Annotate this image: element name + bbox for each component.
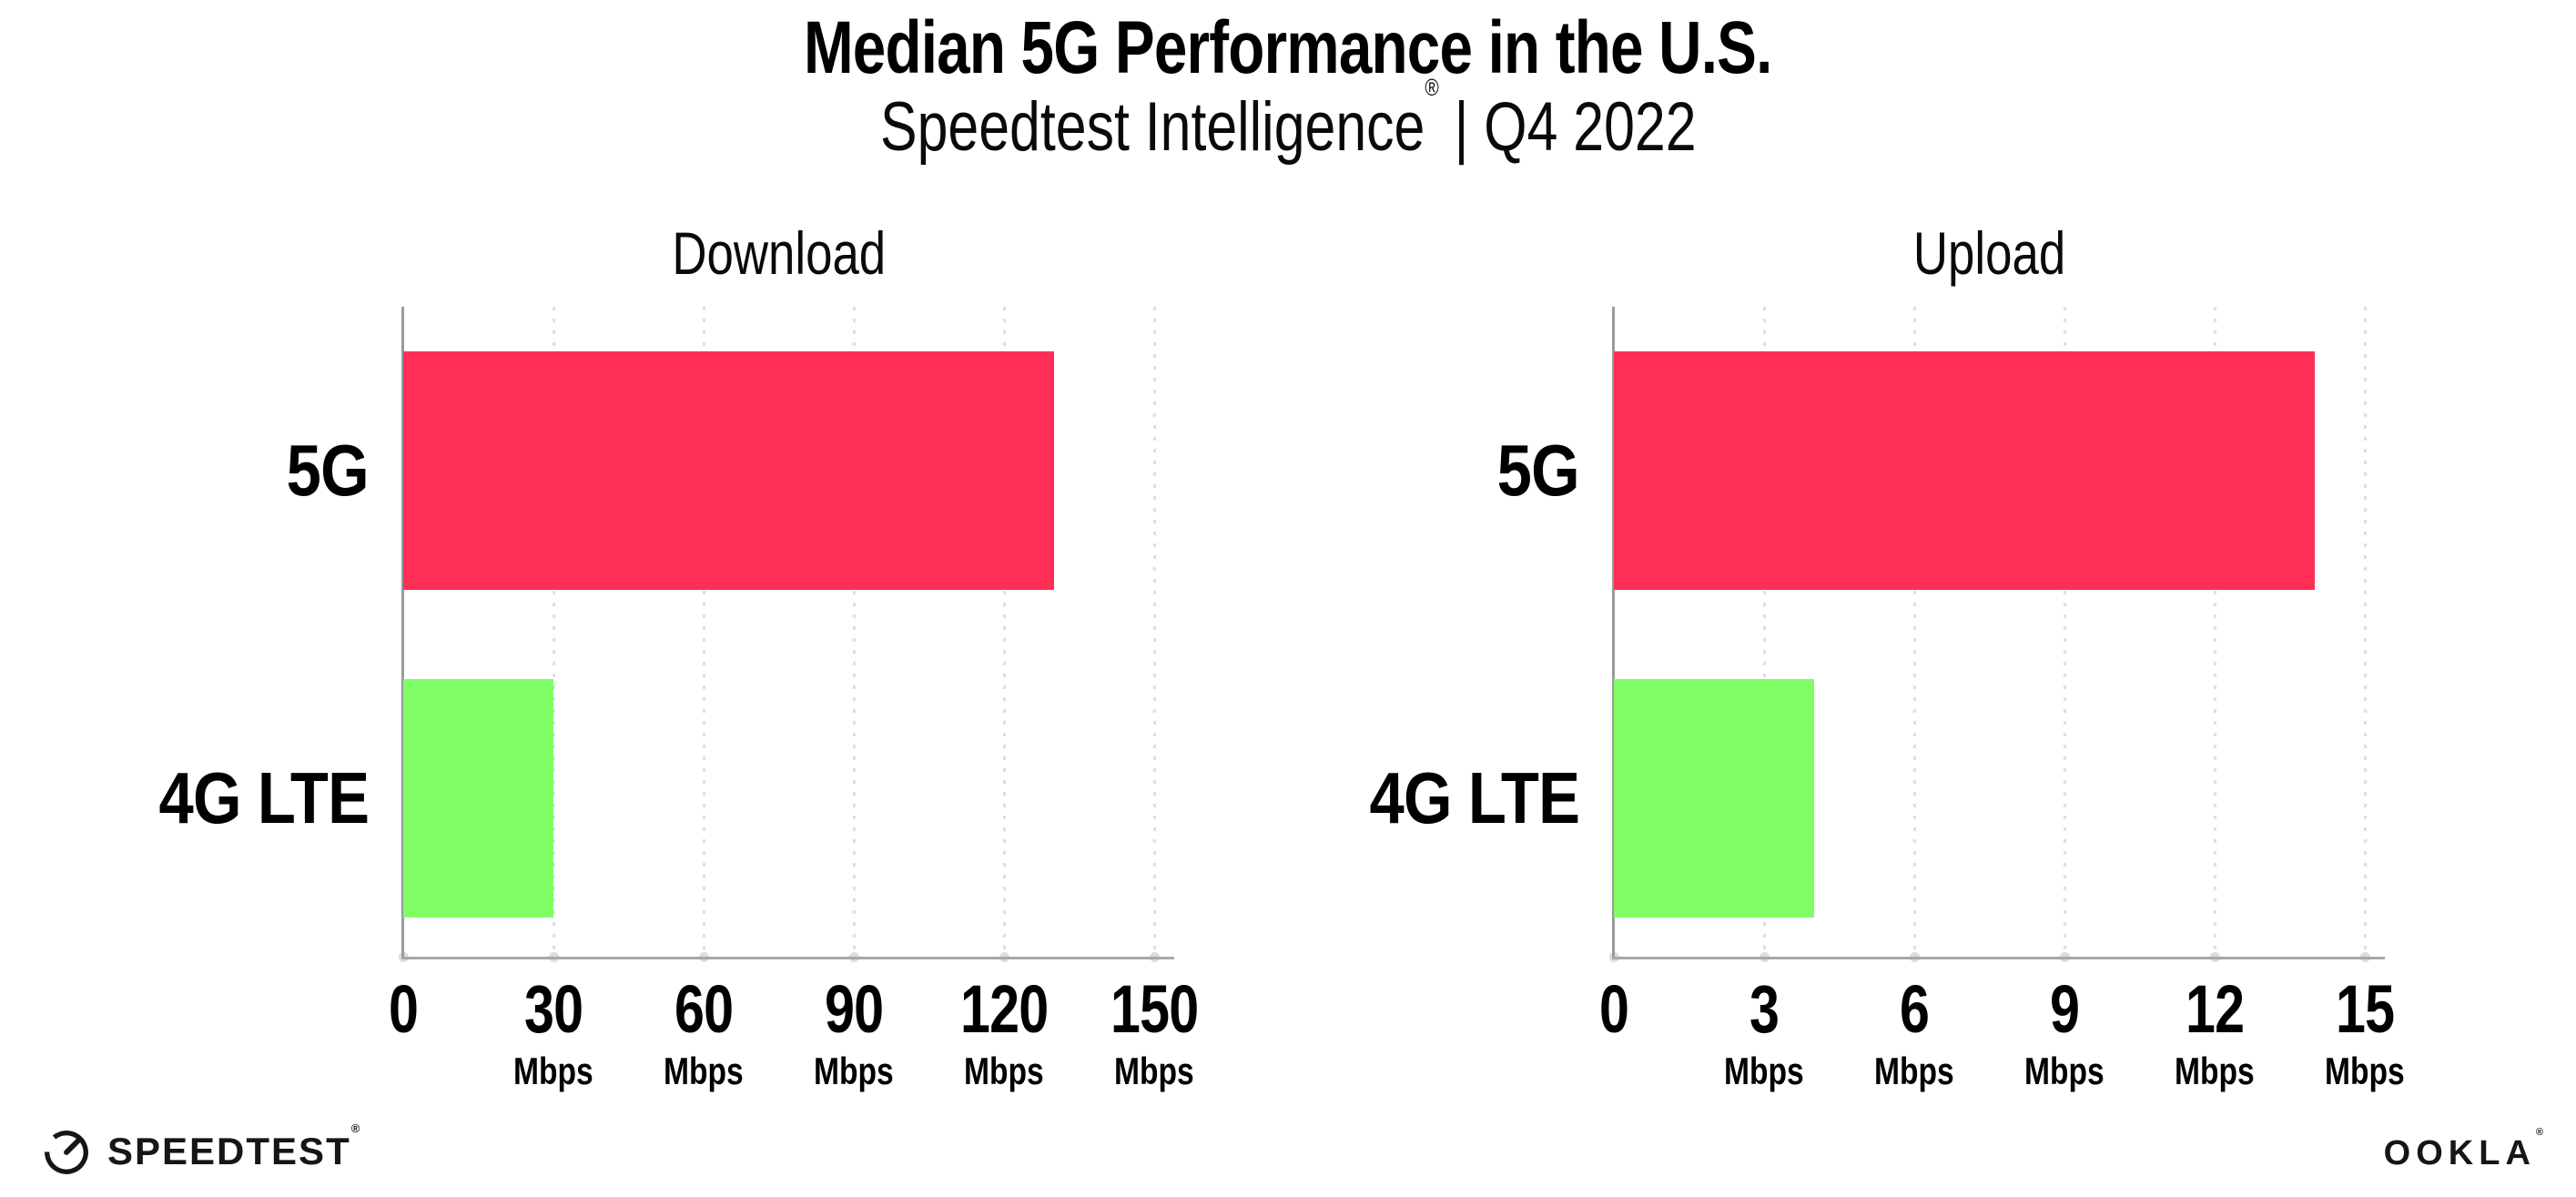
gridline bbox=[553, 307, 555, 957]
x-tick-unit-label: Mbps bbox=[1778, 1052, 2051, 1090]
x-tick-unit-label: Mbps bbox=[567, 1052, 840, 1090]
x-tick-label: 3 bbox=[1628, 976, 1901, 1043]
x-tick-label-text: 12 bbox=[2185, 971, 2245, 1047]
subtitle-brand: Speedtest Intelligence bbox=[879, 88, 1425, 166]
x-tick-label: 30 bbox=[417, 976, 690, 1043]
page-subtitle-text: Speedtest Intelligence® | Q4 2022 bbox=[879, 74, 1697, 167]
gridline bbox=[2064, 307, 2066, 957]
x-tick-unit-text: Mbps bbox=[2325, 1050, 2405, 1092]
speedtest-wordmark-text: SPEEDTEST bbox=[107, 1130, 351, 1172]
speedtest-registered-icon: ® bbox=[350, 1121, 360, 1135]
ookla-wordmark-text: OOKLA bbox=[2383, 1134, 2536, 1172]
x-tick-label: 6 bbox=[1778, 976, 2051, 1043]
bar-4g-lte bbox=[403, 679, 553, 918]
x-tick-label: 9 bbox=[1928, 976, 2201, 1043]
category-label-text: 4G LTE bbox=[158, 757, 369, 838]
category-label-text: 4G LTE bbox=[1369, 757, 1579, 838]
chart-title: Upload bbox=[1614, 218, 2365, 288]
download-chart: Download 5G 4G LTE 0 30 Mbps 60 Mbps 90 Mbps 120 Mb… bbox=[0, 218, 1288, 1129]
x-axis-line bbox=[401, 957, 1174, 959]
x-tick-unit-label: Mbps bbox=[2228, 1052, 2501, 1090]
x-tick-unit-text: Mbps bbox=[1724, 1050, 1804, 1092]
x-tick-label: 0 bbox=[267, 976, 540, 1043]
x-tick-label-text: 15 bbox=[2335, 971, 2395, 1047]
bar-4g-lte bbox=[1614, 679, 1814, 918]
speedtest-gauge-icon bbox=[45, 1131, 88, 1174]
page-subtitle: Speedtest Intelligence® | Q4 2022 bbox=[0, 74, 2576, 167]
gridline bbox=[2364, 307, 2367, 957]
x-tick-label-text: 30 bbox=[523, 971, 583, 1047]
x-tick-label: 0 bbox=[1477, 976, 1750, 1043]
x-tick-label: 90 bbox=[717, 976, 990, 1043]
ookla-logo: OOKLA® bbox=[2383, 1127, 2543, 1173]
x-tick-label: 60 bbox=[567, 976, 840, 1043]
page-title: Median 5G Performance in the U.S. bbox=[0, 5, 2576, 91]
x-axis-line bbox=[1612, 957, 2385, 959]
page-title-text: Median 5G Performance in the U.S. bbox=[804, 6, 1772, 89]
x-tick-unit-label: Mbps bbox=[1018, 1052, 1291, 1090]
category-label-text: 5G bbox=[286, 430, 370, 511]
x-tick-unit-text: Mbps bbox=[2024, 1050, 2104, 1092]
speedtest-logo: SPEEDTEST® bbox=[40, 1121, 360, 1180]
category-label: 5G bbox=[0, 430, 370, 511]
x-tick-unit-label: Mbps bbox=[867, 1052, 1141, 1090]
chart-title: Download bbox=[403, 218, 1154, 288]
bar-5g bbox=[403, 351, 1054, 590]
x-tick-unit-text: Mbps bbox=[1874, 1050, 1954, 1092]
ookla-registered-icon: ® bbox=[2535, 1127, 2543, 1139]
bar-5g bbox=[1614, 351, 2315, 590]
x-tick-label-text: 60 bbox=[674, 971, 734, 1047]
gridline bbox=[1763, 307, 1766, 957]
chart-title-text: Download bbox=[672, 219, 886, 287]
x-tick-unit-text: Mbps bbox=[1114, 1050, 1194, 1092]
x-tick-unit-label: Mbps bbox=[1928, 1052, 2201, 1090]
gridline bbox=[1003, 307, 1006, 957]
x-tick-label-text: 9 bbox=[2049, 971, 2080, 1047]
chart-title-text: Upload bbox=[1912, 219, 2066, 287]
x-tick-label-text: 90 bbox=[824, 971, 884, 1047]
x-tick-unit-text: Mbps bbox=[513, 1050, 593, 1092]
x-tick-unit-label: Mbps bbox=[717, 1052, 990, 1090]
x-tick-label-text: 3 bbox=[1749, 971, 1780, 1047]
y-axis-spine bbox=[1612, 307, 1615, 959]
x-tick-unit-text: Mbps bbox=[2175, 1050, 2255, 1092]
gridline bbox=[1913, 307, 1916, 957]
x-tick-unit-text: Mbps bbox=[964, 1050, 1044, 1092]
x-tick-unit-text: Mbps bbox=[664, 1050, 744, 1092]
x-tick-unit-label: Mbps bbox=[1628, 1052, 1901, 1090]
x-tick-label-text: 120 bbox=[959, 971, 1049, 1047]
x-tick-unit-label: Mbps bbox=[2078, 1052, 2351, 1090]
category-label: 4G LTE bbox=[1211, 762, 1579, 835]
category-label: 5G bbox=[1211, 430, 1580, 511]
x-tick-label-text: 0 bbox=[388, 971, 419, 1047]
x-tick-label: 120 bbox=[867, 976, 1141, 1043]
subtitle-period: | Q4 2022 bbox=[1438, 88, 1697, 166]
gridline bbox=[2214, 307, 2216, 957]
category-label: 4G LTE bbox=[0, 762, 369, 835]
x-tick-label: 150 bbox=[1018, 976, 1291, 1043]
registered-trademark-icon: ® bbox=[1425, 73, 1439, 101]
upload-chart: Upload 5G 4G LTE 0 3 Mbps 6 Mbps 9 Mbps 12 Mbps 15 Mb… bbox=[1211, 218, 2499, 1129]
gridline bbox=[853, 307, 856, 957]
x-tick-label: 12 bbox=[2078, 976, 2351, 1043]
gridline bbox=[703, 307, 705, 957]
x-tick-unit-text: Mbps bbox=[814, 1050, 894, 1092]
speedtest-wordmark: SPEEDTEST® bbox=[107, 1121, 360, 1173]
x-tick-label-text: 150 bbox=[1110, 971, 1199, 1047]
ookla-wordmark: OOKLA® bbox=[2383, 1127, 2543, 1173]
y-axis-spine bbox=[401, 307, 404, 959]
gridline bbox=[1153, 307, 1156, 957]
x-tick-label-text: 0 bbox=[1598, 971, 1629, 1047]
x-tick-unit-label: Mbps bbox=[417, 1052, 690, 1090]
x-tick-label-text: 6 bbox=[1899, 971, 1930, 1047]
x-tick-label: 15 bbox=[2228, 976, 2501, 1043]
category-label-text: 5G bbox=[1496, 430, 1580, 511]
